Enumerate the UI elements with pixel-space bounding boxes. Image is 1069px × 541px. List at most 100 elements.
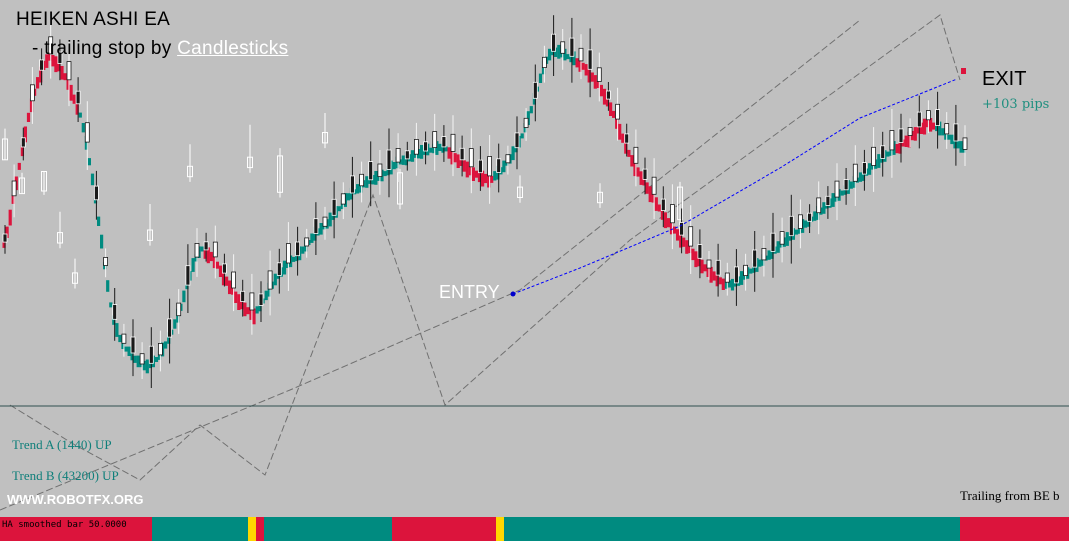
ha-bar [615,117,619,129]
ha-bar [368,178,372,184]
ha-bar [5,226,9,238]
price-candle [139,342,145,379]
ha-bar [682,237,686,247]
candle-body [276,262,282,276]
candlesticks-link[interactable]: Candlesticks [177,38,289,59]
trend-b-label: Trend B (43200) UP [12,468,119,483]
candle-body [517,186,523,199]
candle-body [862,162,867,175]
price-candle [29,67,35,124]
price-candle [916,95,922,149]
website-label: WWW.ROBOTFX.ORG [7,492,144,507]
price-candle [670,184,675,250]
price-candle [66,41,72,107]
ha-bar [264,290,268,301]
candle-body [852,163,858,182]
price-candle [523,108,529,141]
price-candles [2,15,968,388]
ha-bar [215,261,219,269]
price-candle [587,28,593,98]
ha-bar [346,193,351,201]
price-candle [247,124,253,173]
price-candle [313,202,319,255]
candle-body [514,132,520,149]
candle-body [953,123,959,142]
price-candle [624,123,630,157]
ha-bar [669,220,674,235]
candle-body [194,242,200,258]
ha-bar [471,167,475,181]
price-candle [935,91,940,149]
price-candle [907,118,913,148]
price-candle [706,251,712,280]
ha-bar [468,166,472,176]
price-candle [898,113,904,163]
ha-bar [45,54,49,68]
price-candle [349,156,355,218]
candle-body [551,33,556,52]
ha-bar [200,246,204,252]
candle-body [249,292,255,311]
ha-bar [118,334,122,343]
status-segment-yellow [496,517,504,541]
price-candle [517,175,523,203]
price-candle [926,100,931,134]
ha-bar [319,223,323,235]
candle-body [340,193,346,205]
price-candle [852,145,858,206]
ha-bar [17,162,21,170]
ha-bar [916,126,920,134]
price-candle [368,141,374,207]
exit-marker [961,68,966,74]
price-candle [889,109,895,178]
ha-bar [349,187,354,200]
ha-bar [484,173,488,184]
candle-body [349,175,355,194]
ha-bar [133,355,137,363]
candle-body [39,59,44,71]
ha-bar [167,332,171,344]
ha-bar [685,240,689,254]
price-candle [487,135,493,204]
ha-bar [560,50,564,58]
ha-bar [459,159,463,166]
ha-bar [538,73,543,83]
candle-body [798,214,803,229]
price-candle [532,64,538,122]
ha-bar [453,153,457,163]
ha-bar [639,171,643,185]
ha-bar [794,229,799,235]
ha-bar [432,143,436,154]
trend-lines [0,14,961,511]
candle-body [84,122,90,143]
candle-body [19,177,25,195]
ha-bar [886,151,890,157]
ha-bar [587,66,591,83]
candle-body [386,149,392,170]
price-candle [743,253,748,291]
ha-bar [106,280,110,292]
price-candle [962,125,968,166]
ha-bar [282,260,287,275]
price-candle [20,127,26,161]
ha-bar [913,127,917,141]
ha-bar [63,73,67,81]
candle-body [72,272,78,284]
candle-body [240,290,246,302]
candle-body [788,215,794,237]
candle-body [606,90,611,100]
ha-bar [87,158,91,166]
ha-bar [627,149,631,157]
price-candle [72,258,78,289]
ha-bar [572,51,576,66]
ha-bar [602,88,607,105]
trailing-label: Trailing from BE b [960,488,1060,503]
entry-marker [510,291,516,297]
candle-body [624,133,630,144]
candle-body [395,147,401,163]
ha-bar [740,271,744,285]
price-candle [468,128,474,194]
candle-body [597,191,603,204]
candle-body [926,110,931,121]
price-candle [734,249,739,306]
